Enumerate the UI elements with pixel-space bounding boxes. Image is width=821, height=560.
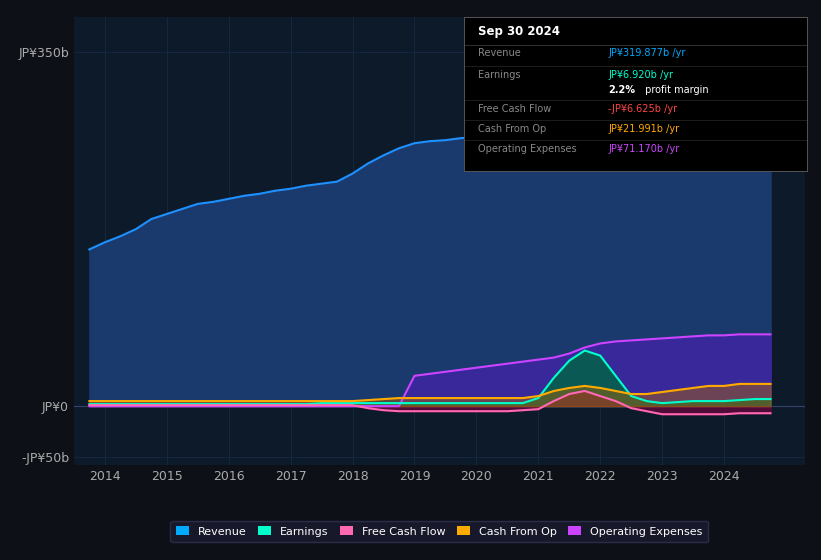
Text: profit margin: profit margin xyxy=(642,85,709,95)
Text: Operating Expenses: Operating Expenses xyxy=(478,144,576,154)
Text: Revenue: Revenue xyxy=(478,48,521,58)
Text: JP¥319.877b /yr: JP¥319.877b /yr xyxy=(608,48,686,58)
Text: Earnings: Earnings xyxy=(478,70,520,80)
Text: JP¥21.991b /yr: JP¥21.991b /yr xyxy=(608,124,679,134)
Text: JP¥6.920b /yr: JP¥6.920b /yr xyxy=(608,70,673,80)
Text: -JP¥6.625b /yr: -JP¥6.625b /yr xyxy=(608,104,677,114)
Legend: Revenue, Earnings, Free Cash Flow, Cash From Op, Operating Expenses: Revenue, Earnings, Free Cash Flow, Cash … xyxy=(170,521,709,542)
Text: Cash From Op: Cash From Op xyxy=(478,124,546,134)
Text: Sep 30 2024: Sep 30 2024 xyxy=(478,25,560,38)
Text: 2.2%: 2.2% xyxy=(608,85,635,95)
Text: JP¥71.170b /yr: JP¥71.170b /yr xyxy=(608,144,679,154)
Text: Free Cash Flow: Free Cash Flow xyxy=(478,104,551,114)
